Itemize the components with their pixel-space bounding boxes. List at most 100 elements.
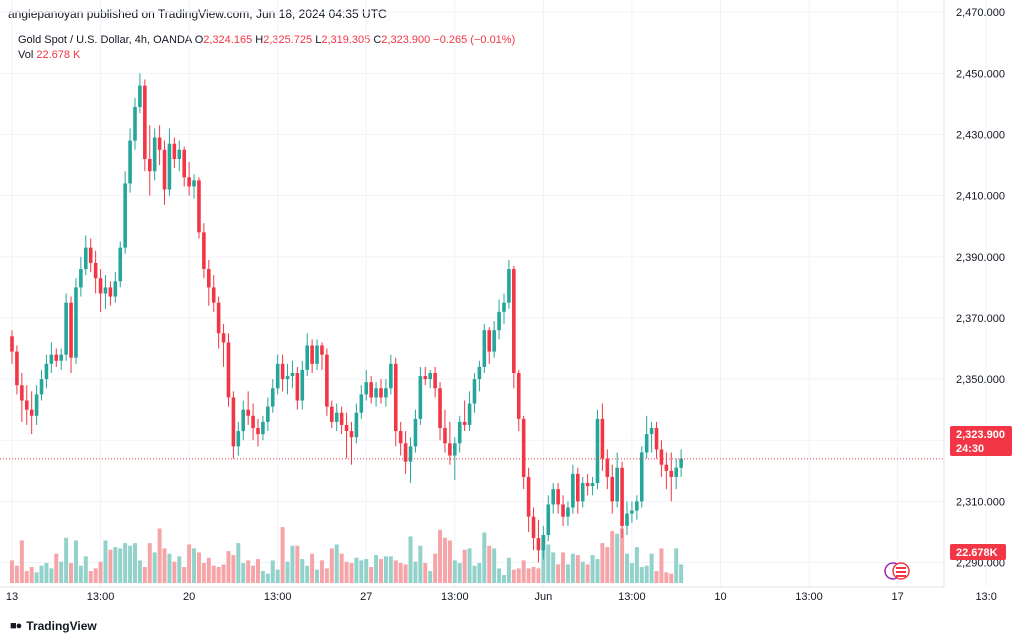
volume-bar bbox=[39, 565, 44, 583]
open-label: O bbox=[194, 34, 204, 46]
volume-bar bbox=[629, 563, 634, 583]
candle-body bbox=[531, 516, 536, 539]
volume-bar bbox=[531, 567, 536, 583]
publisher-line: angiepanoyan published on TradingView.co… bbox=[8, 7, 387, 21]
candle-body bbox=[20, 385, 24, 401]
volume-bar bbox=[167, 553, 172, 583]
time-tick-label: 13 bbox=[6, 591, 18, 603]
volume-bar bbox=[59, 561, 64, 583]
volume-bar bbox=[625, 553, 629, 583]
candle-body bbox=[413, 418, 418, 447]
volume-bar bbox=[142, 567, 147, 583]
volume-bar bbox=[344, 561, 349, 583]
candle-body bbox=[659, 449, 664, 465]
volume-bar bbox=[575, 555, 580, 583]
candlestick-chart[interactable]: 2,470.000 2,450.000 2,430.000 2,410.000 2,39… bbox=[0, 0, 1024, 610]
candle-body bbox=[187, 177, 191, 187]
last-price-tag-bg bbox=[950, 426, 1012, 456]
volume-bar bbox=[241, 563, 246, 583]
candle-body bbox=[349, 431, 354, 438]
volume-label[interactable]: Vol bbox=[18, 49, 34, 61]
volume-bar bbox=[339, 553, 344, 583]
candle-body bbox=[29, 409, 34, 416]
volume-bar bbox=[275, 569, 280, 583]
volume-bar bbox=[270, 560, 275, 583]
candle-body bbox=[270, 388, 275, 407]
candle-body bbox=[221, 333, 226, 343]
volume-bar bbox=[516, 568, 521, 583]
candle-body bbox=[610, 476, 615, 502]
candle-body bbox=[556, 489, 560, 505]
candle-body bbox=[34, 394, 39, 416]
candle-body bbox=[639, 452, 644, 502]
candle-body bbox=[24, 400, 29, 410]
volume-bar bbox=[128, 545, 133, 583]
volume-tag: 22.678K bbox=[950, 544, 1006, 560]
candle-body bbox=[359, 394, 364, 413]
candle-body bbox=[128, 140, 132, 184]
candle-body bbox=[10, 336, 14, 352]
candle-body bbox=[330, 406, 334, 422]
volume-bar bbox=[521, 560, 526, 583]
volume-bar bbox=[561, 552, 566, 583]
candle-body bbox=[261, 421, 265, 435]
volume-bar bbox=[118, 548, 123, 583]
tradingview-logo[interactable]: ■● TradingView bbox=[10, 619, 97, 633]
volume-bar bbox=[615, 533, 620, 583]
candle-body bbox=[507, 269, 511, 303]
candle-body bbox=[162, 149, 167, 190]
volume-bar bbox=[137, 560, 142, 583]
candle-body bbox=[295, 372, 300, 401]
volume-bar bbox=[123, 543, 128, 583]
volume-bars bbox=[10, 527, 684, 583]
candle-body bbox=[275, 363, 280, 389]
candle-body bbox=[226, 342, 231, 398]
volume-bar bbox=[442, 537, 447, 583]
time-tick-label: 17 bbox=[891, 591, 903, 603]
candle-body bbox=[600, 418, 605, 459]
candle-body bbox=[389, 363, 393, 389]
volume-bar bbox=[300, 559, 305, 583]
time-tick-label: 13:00 bbox=[441, 591, 469, 603]
volume-bar bbox=[580, 561, 585, 583]
volume-bar bbox=[251, 565, 256, 583]
candle-body bbox=[251, 415, 255, 429]
volume-bar bbox=[44, 563, 49, 583]
volume-bar bbox=[511, 569, 516, 583]
candle-body bbox=[585, 483, 590, 487]
candle-body bbox=[88, 247, 93, 263]
candle-body bbox=[182, 149, 186, 178]
time-axis[interactable]: 13 13:00 20 13:00 27 13:00 Jun 13:00 10 13:00 17 13… bbox=[6, 591, 997, 603]
candle-body bbox=[457, 421, 462, 444]
candle-body bbox=[502, 302, 506, 312]
volume-bar bbox=[536, 568, 541, 583]
candle-body bbox=[79, 269, 83, 288]
volume-bar bbox=[526, 568, 531, 583]
candle-body bbox=[39, 379, 44, 395]
volume-bar bbox=[369, 567, 374, 583]
time-tick-label: 13:00 bbox=[618, 591, 646, 603]
volume-bar bbox=[413, 561, 418, 583]
volume-bar bbox=[644, 565, 649, 583]
low-value: 2,319.305 bbox=[321, 34, 371, 46]
volume-bar bbox=[379, 559, 383, 583]
candle-body bbox=[379, 388, 383, 398]
volume-bar bbox=[246, 560, 251, 583]
close-label: C bbox=[373, 34, 382, 46]
time-tick-label: 13:0 bbox=[975, 591, 996, 603]
candle-body bbox=[216, 302, 221, 334]
volume-bar bbox=[310, 553, 315, 583]
symbol-label[interactable]: Gold Spot / U.S. Dollar, 4h, OANDA bbox=[18, 34, 192, 46]
candle-body bbox=[620, 467, 624, 526]
volume-bar bbox=[472, 565, 477, 583]
volume-bar bbox=[654, 571, 659, 583]
candle-body bbox=[393, 363, 398, 432]
candle-body bbox=[369, 382, 373, 398]
high-label: H bbox=[255, 34, 264, 46]
flag-icon[interactable] bbox=[884, 562, 910, 580]
price-axis[interactable]: 2,470.000 2,450.000 2,430.000 2,410.000 2,39… bbox=[956, 7, 1005, 569]
volume-bar bbox=[374, 555, 379, 583]
volume-bar bbox=[98, 561, 103, 583]
volume-bar bbox=[679, 564, 684, 583]
candle-body bbox=[98, 278, 103, 294]
